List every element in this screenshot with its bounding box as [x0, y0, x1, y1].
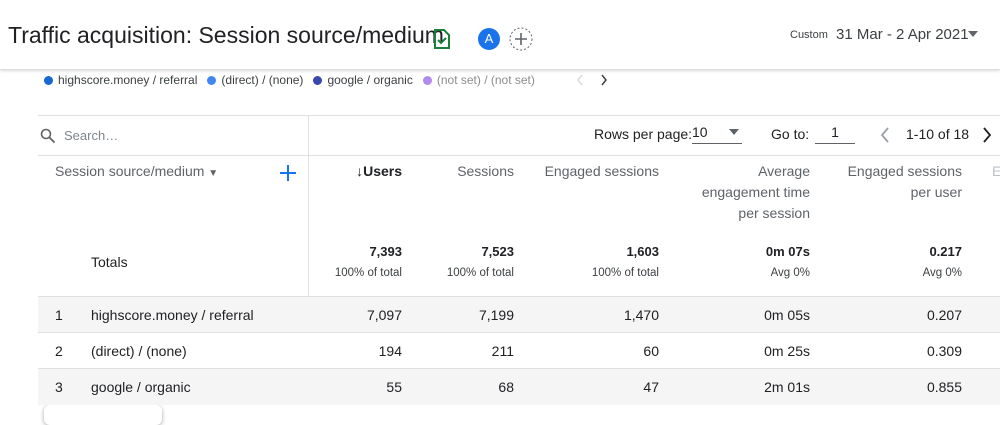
column-label: Engaged sessions per user [847, 163, 962, 200]
table-row: 2 (direct) / (none) 194 211 60 0m 25s 0.309 [38, 332, 1000, 369]
metric-value: 0.855 [926, 379, 962, 395]
avatar[interactable]: A [478, 28, 500, 50]
source-medium: google / organic [91, 379, 191, 395]
next-page[interactable] [980, 126, 994, 144]
legend-label: (not set) / (not set) [436, 73, 535, 87]
goto-label: Go to: [771, 126, 810, 142]
legend-item: google / organic [313, 73, 413, 87]
sort-arrow: ↓ [356, 163, 364, 179]
total-note: 100% of total [334, 267, 402, 279]
legend-swatch [422, 76, 432, 85]
column-header[interactable]: Average engagement time per session [680, 161, 810, 224]
legend-item: (not set) / (not set) [422, 73, 535, 87]
total-value: 0m 07s [765, 244, 810, 259]
search-icon [40, 128, 56, 144]
metric-value: 1,470 [623, 307, 659, 323]
legend-nav[interactable] [574, 73, 614, 87]
legend-label: highscore.money / referral [58, 73, 198, 87]
check-icon[interactable] [432, 28, 452, 50]
header: Traffic acquisition: Session source/medi… [0, 0, 1000, 70]
row-index: 2 [55, 343, 63, 359]
column-label: Users [363, 163, 402, 179]
metric-value: 0m 25s [764, 343, 810, 359]
date-label: Custom [790, 29, 828, 41]
table-row: 3 google / organic 55 68 47 2m 01s 0.855 [38, 368, 1000, 405]
pagination: 1-10 of 18 [906, 126, 970, 142]
legend-label: google / organic [327, 73, 413, 87]
column-label: Engaged sessions [544, 163, 659, 179]
metric-value: 55 [386, 379, 402, 395]
metric-value: 7,199 [478, 307, 514, 323]
column-header[interactable]: Engaged sessions [519, 161, 659, 182]
metric-value: 2m 01s [764, 379, 810, 395]
metric-value: 0.207 [926, 307, 962, 323]
total-note: Avg 0% [922, 267, 962, 279]
rows-per-page-select[interactable]: 10 [692, 124, 742, 144]
legend: highscore.money / referral (direct) / (no… [44, 73, 552, 87]
total-note: 100% of total [446, 267, 514, 279]
column-divider [308, 115, 309, 296]
date-range[interactable]: 31 Mar - 2 Apr 2021 [836, 26, 969, 43]
add-dimension[interactable] [279, 164, 297, 182]
legend-swatch [207, 76, 217, 85]
dimension-header[interactable]: Session source/medium ▼ [55, 163, 219, 179]
metric-value: 0m 05s [764, 307, 810, 323]
page-title: Traffic acquisition: Session source/medi… [8, 22, 444, 48]
column-header[interactable]: Engaged sessions per user [832, 161, 962, 203]
total-value: 1,603 [626, 244, 659, 259]
total-value: 7,393 [369, 244, 402, 259]
legend-label: (direct) / (none) [221, 73, 304, 87]
metric-value: 0.309 [926, 343, 962, 359]
metric-value: 47 [643, 379, 659, 395]
column-header[interactable]: ↓Users [312, 161, 402, 182]
metric-value: 7,097 [366, 307, 402, 323]
total-note: 100% of total [591, 267, 659, 279]
totals-label: Totals [91, 254, 128, 270]
date-caret[interactable] [968, 31, 978, 37]
dimension-label: Session source/medium [55, 163, 205, 179]
legend-item: (direct) / (none) [207, 73, 303, 87]
metric-value: 211 [491, 343, 514, 359]
source-medium: (direct) / (none) [91, 343, 187, 359]
metric-value: 194 [378, 343, 402, 359]
column-header[interactable]: Sessions [414, 161, 514, 182]
column-header: E [992, 163, 1000, 179]
metric-value: 60 [643, 343, 659, 359]
prev-page[interactable] [878, 126, 892, 144]
add-button[interactable] [509, 27, 533, 51]
rows-per-page-label: Rows per page: [594, 126, 693, 142]
search-input[interactable]: Search… [64, 128, 119, 143]
select-caret[interactable] [729, 129, 739, 135]
header-border [38, 155, 1000, 156]
popup [44, 405, 162, 425]
legend-swatch [44, 76, 53, 85]
goto-input[interactable]: 1 [815, 124, 855, 144]
column-label: Sessions [457, 163, 514, 179]
legend-item: highscore.money / referral [44, 73, 197, 87]
table-row: 1 highscore.money / referral 7,097 7,199 1,4… [38, 296, 1000, 333]
row-index: 1 [55, 307, 63, 323]
total-value: 0.217 [929, 244, 962, 259]
legend-swatch [313, 76, 323, 85]
total-note: Avg 0% [770, 267, 810, 279]
column-label: Average engagement time per session [701, 163, 810, 221]
source-medium: highscore.money / referral [91, 307, 254, 323]
total-value: 7,523 [481, 244, 514, 259]
table-top-border [38, 115, 1000, 116]
metric-value: 68 [498, 379, 514, 395]
row-index: 3 [55, 379, 63, 395]
